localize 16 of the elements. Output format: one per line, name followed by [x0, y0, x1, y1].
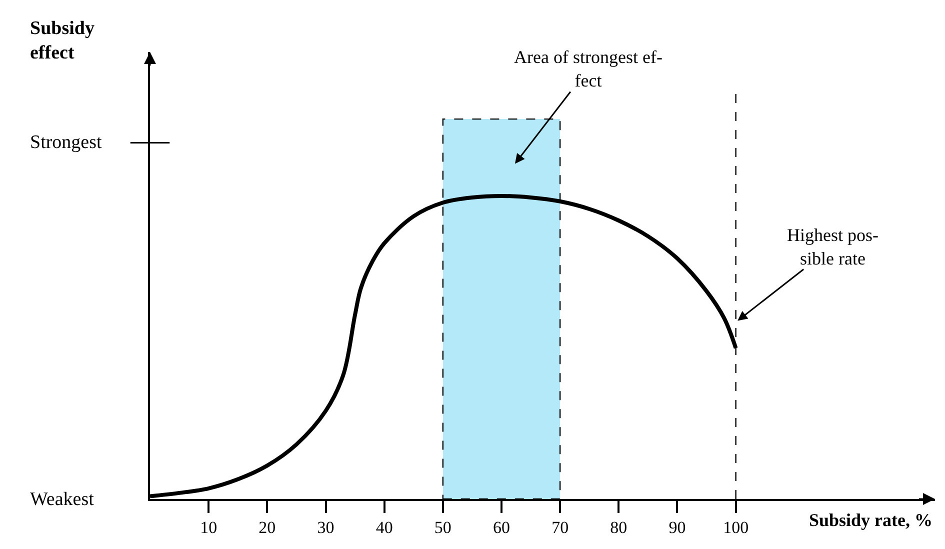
- x-tick-label: 40: [376, 518, 393, 538]
- x-tick-label: 100: [723, 518, 749, 538]
- x-axis-title: Subsidy rate, %: [809, 510, 933, 530]
- x-tick-label: 20: [258, 518, 276, 538]
- x-tick-label: 80: [610, 518, 628, 538]
- annotation: Highest pos- sible rate: [787, 225, 878, 268]
- text: Strongest: [30, 132, 102, 153]
- x-tick-label: 30: [317, 518, 334, 538]
- text: Weakest: [30, 489, 95, 510]
- x-tick-label: 50: [434, 518, 452, 538]
- x-tick-label: 10: [200, 518, 218, 538]
- text: Subsidy effect: [30, 18, 95, 64]
- x-tick-label: 60: [492, 518, 510, 538]
- text: Area of strongest ef- fect: [514, 47, 662, 90]
- x-tick-label: 70: [552, 518, 569, 538]
- x-tick-label: 90: [668, 518, 686, 538]
